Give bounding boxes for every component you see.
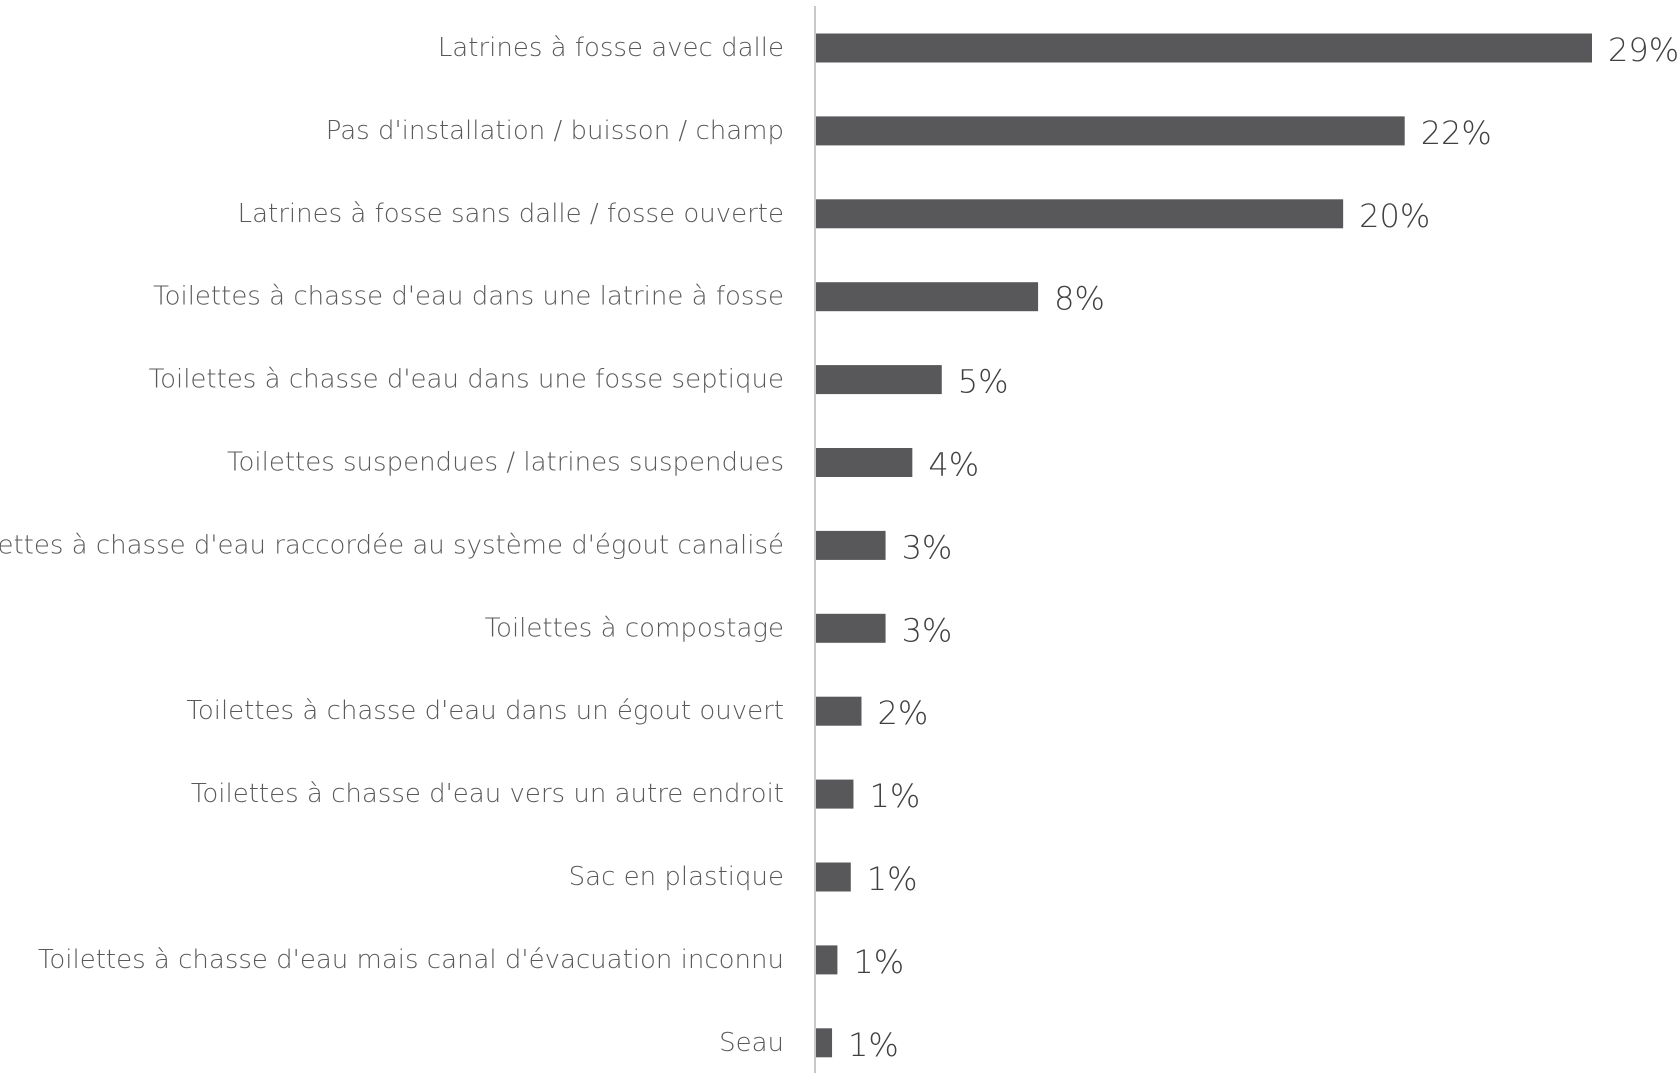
data-label: 3% [902,528,953,566]
bar [816,613,886,643]
bar [816,862,851,892]
category-label: Toilettes à chasse d'eau vers un autre e… [191,779,784,809]
category-label: Toilettes à chasse d'eau raccordée au sy… [0,530,784,560]
category-label: Toilettes à chasse d'eau mais canal d'év… [38,945,784,975]
category-label: Toilettes à chasse d'eau dans une latrin… [153,282,784,312]
data-label: 1% [853,943,904,981]
category-label: Pas d'installation / buisson / champ [326,116,784,146]
bar [816,199,1344,229]
category-label: Toilettes suspendues / latrines suspendu… [227,448,784,478]
category-label: Toilettes à chasse d'eau dans une fosse … [149,365,784,395]
bar [816,116,1405,146]
bar [816,33,1592,63]
data-label: 20% [1359,197,1430,235]
bar [816,448,913,477]
category-label: Toilettes à compostage [485,613,784,643]
data-label: 5% [958,363,1009,401]
data-label: 2% [877,694,928,732]
bar [816,779,854,809]
data-label: 1% [848,1026,899,1064]
bar [816,282,1039,312]
data-label: 8% [1054,280,1105,318]
data-label: 4% [928,446,979,484]
bar [816,696,862,726]
data-label: 3% [902,611,953,649]
category-label: Latrines à fosse sans dalle / fosse ouve… [238,199,784,229]
data-label: 1% [869,777,920,815]
bar [816,945,838,975]
value-labels: 29% 22% 20% 8% 5% 4% 3% 3% 2% 1% 1% 1% 1% [848,31,1677,1064]
data-label: 22% [1421,114,1492,152]
category-labels: Latrines à fosse avec dalle Pas d'install… [0,33,784,1058]
data-label: 29% [1608,31,1677,69]
bar [816,365,942,395]
category-label: Toilettes à chasse d'eau dans un égout o… [186,696,784,726]
data-label: 1% [867,860,918,898]
bar [816,530,886,560]
category-label: Sac en plastique [569,862,784,892]
category-label: Latrines à fosse avec dalle [438,33,784,63]
bars [816,33,1592,1058]
category-label: Seau [719,1028,784,1058]
bar [816,1028,833,1058]
